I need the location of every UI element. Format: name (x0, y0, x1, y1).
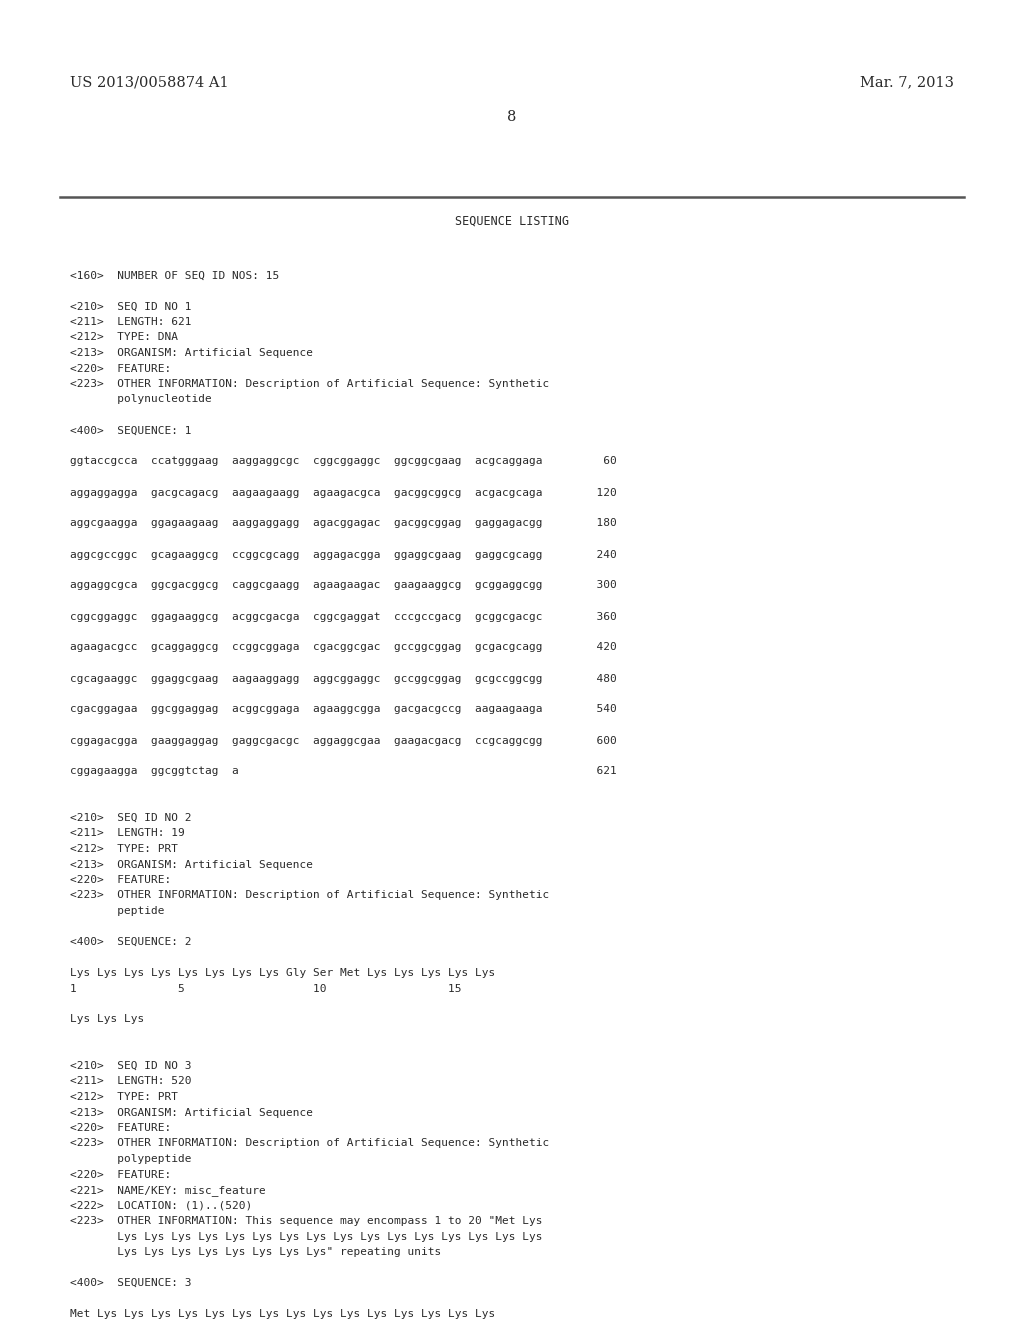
Text: ggtaccgcca  ccatgggaag  aaggaggcgc  cggcggaggc  ggcggcgaag  acgcaggaga         6: ggtaccgcca ccatgggaag aaggaggcgc cggcgga… (70, 457, 616, 466)
Text: <213>  ORGANISM: Artificial Sequence: <213> ORGANISM: Artificial Sequence (70, 859, 313, 870)
Text: Met Lys Lys Lys Lys Lys Lys Lys Lys Lys Lys Lys Lys Lys Lys Lys: Met Lys Lys Lys Lys Lys Lys Lys Lys Lys … (70, 1309, 496, 1319)
Text: <210>  SEQ ID NO 3: <210> SEQ ID NO 3 (70, 1061, 191, 1071)
Text: <213>  ORGANISM: Artificial Sequence: <213> ORGANISM: Artificial Sequence (70, 1107, 313, 1118)
Text: aggcgaagga  ggagaagaag  aaggaggagg  agacggagac  gacggcggag  gaggagacgg        18: aggcgaagga ggagaagaag aaggaggagg agacgga… (70, 519, 616, 528)
Text: <212>  TYPE: PRT: <212> TYPE: PRT (70, 1092, 178, 1102)
Text: 1               5                   10                  15: 1 5 10 15 (70, 983, 462, 994)
Text: <400>  SEQUENCE: 3: <400> SEQUENCE: 3 (70, 1278, 191, 1288)
Text: <211>  LENGTH: 621: <211> LENGTH: 621 (70, 317, 191, 327)
Text: Lys Lys Lys Lys Lys Lys Lys Lys" repeating units: Lys Lys Lys Lys Lys Lys Lys Lys" repeati… (70, 1247, 441, 1257)
Text: <223>  OTHER INFORMATION: This sequence may encompass 1 to 20 "Met Lys: <223> OTHER INFORMATION: This sequence m… (70, 1216, 543, 1226)
Text: <220>  FEATURE:: <220> FEATURE: (70, 1123, 171, 1133)
Text: <220>  FEATURE:: <220> FEATURE: (70, 363, 171, 374)
Text: <221>  NAME/KEY: misc_feature: <221> NAME/KEY: misc_feature (70, 1185, 266, 1196)
Text: cgcagaaggc  ggaggcgaag  aagaaggagg  aggcggaggc  gccggcggag  gcgccggcgg        48: cgcagaaggc ggaggcgaag aagaaggagg aggcgga… (70, 673, 616, 684)
Text: <220>  FEATURE:: <220> FEATURE: (70, 875, 171, 884)
Text: <211>  LENGTH: 520: <211> LENGTH: 520 (70, 1077, 191, 1086)
Text: <400>  SEQUENCE: 2: <400> SEQUENCE: 2 (70, 937, 191, 946)
Text: <212>  TYPE: PRT: <212> TYPE: PRT (70, 843, 178, 854)
Text: 8: 8 (507, 110, 517, 124)
Text: Lys Lys Lys: Lys Lys Lys (70, 1015, 144, 1024)
Text: cggagaagga  ggcggtctag  a                                                     62: cggagaagga ggcggtctag a 62 (70, 767, 616, 776)
Text: aggaggcgca  ggcgacggcg  caggcgaagg  agaagaagac  gaagaaggcg  gcggaggcgg        30: aggaggcgca ggcgacggcg caggcgaagg agaagaa… (70, 581, 616, 590)
Text: <223>  OTHER INFORMATION: Description of Artificial Sequence: Synthetic: <223> OTHER INFORMATION: Description of … (70, 891, 549, 900)
Text: <220>  FEATURE:: <220> FEATURE: (70, 1170, 171, 1180)
Text: <212>  TYPE: DNA: <212> TYPE: DNA (70, 333, 178, 342)
Text: Lys Lys Lys Lys Lys Lys Lys Lys Lys Lys Lys Lys Lys Lys Lys Lys: Lys Lys Lys Lys Lys Lys Lys Lys Lys Lys … (70, 1232, 543, 1242)
Text: cgacggagaa  ggcggaggag  acggcggaga  agaaggcgga  gacgacgccg  aagaagaaga        54: cgacggagaa ggcggaggag acggcggaga agaaggc… (70, 705, 616, 714)
Text: <213>  ORGANISM: Artificial Sequence: <213> ORGANISM: Artificial Sequence (70, 348, 313, 358)
Text: US 2013/0058874 A1: US 2013/0058874 A1 (70, 75, 228, 88)
Text: <210>  SEQ ID NO 2: <210> SEQ ID NO 2 (70, 813, 191, 822)
Text: <160>  NUMBER OF SEQ ID NOS: 15: <160> NUMBER OF SEQ ID NOS: 15 (70, 271, 280, 281)
Text: Mar. 7, 2013: Mar. 7, 2013 (860, 75, 954, 88)
Text: agaagacgcc  gcaggaggcg  ccggcggaga  cgacggcgac  gccggcggag  gcgacgcagg        42: agaagacgcc gcaggaggcg ccggcggaga cgacggc… (70, 643, 616, 652)
Text: <211>  LENGTH: 19: <211> LENGTH: 19 (70, 829, 184, 838)
Text: aggcgccggc  gcagaaggcg  ccggcgcagg  aggagacgga  ggaggcgaag  gaggcgcagg        24: aggcgccggc gcagaaggcg ccggcgcagg aggagac… (70, 549, 616, 560)
Text: aggaggagga  gacgcagacg  aagaagaagg  agaagacgca  gacggcggcg  acgacgcaga        12: aggaggagga gacgcagacg aagaagaagg agaagac… (70, 487, 616, 498)
Text: <210>  SEQ ID NO 1: <210> SEQ ID NO 1 (70, 301, 191, 312)
Text: cggcggaggc  ggagaaggcg  acggcgacga  cggcgaggat  cccgccgacg  gcggcgacgc        36: cggcggaggc ggagaaggcg acggcgacga cggcgag… (70, 611, 616, 622)
Text: polypeptide: polypeptide (70, 1154, 191, 1164)
Text: polynucleotide: polynucleotide (70, 395, 212, 404)
Text: SEQUENCE LISTING: SEQUENCE LISTING (455, 215, 569, 228)
Text: <223>  OTHER INFORMATION: Description of Artificial Sequence: Synthetic: <223> OTHER INFORMATION: Description of … (70, 1138, 549, 1148)
Text: <222>  LOCATION: (1)..(520): <222> LOCATION: (1)..(520) (70, 1200, 252, 1210)
Text: <400>  SEQUENCE: 1: <400> SEQUENCE: 1 (70, 425, 191, 436)
Text: peptide: peptide (70, 906, 165, 916)
Text: cggagacgga  gaaggaggag  gaggcgacgc  aggaggcgaa  gaagacgacg  ccgcaggcgg        60: cggagacgga gaaggaggag gaggcgacgc aggaggc… (70, 735, 616, 746)
Text: Lys Lys Lys Lys Lys Lys Lys Lys Gly Ser Met Lys Lys Lys Lys Lys: Lys Lys Lys Lys Lys Lys Lys Lys Gly Ser … (70, 968, 496, 978)
Text: <223>  OTHER INFORMATION: Description of Artificial Sequence: Synthetic: <223> OTHER INFORMATION: Description of … (70, 379, 549, 389)
